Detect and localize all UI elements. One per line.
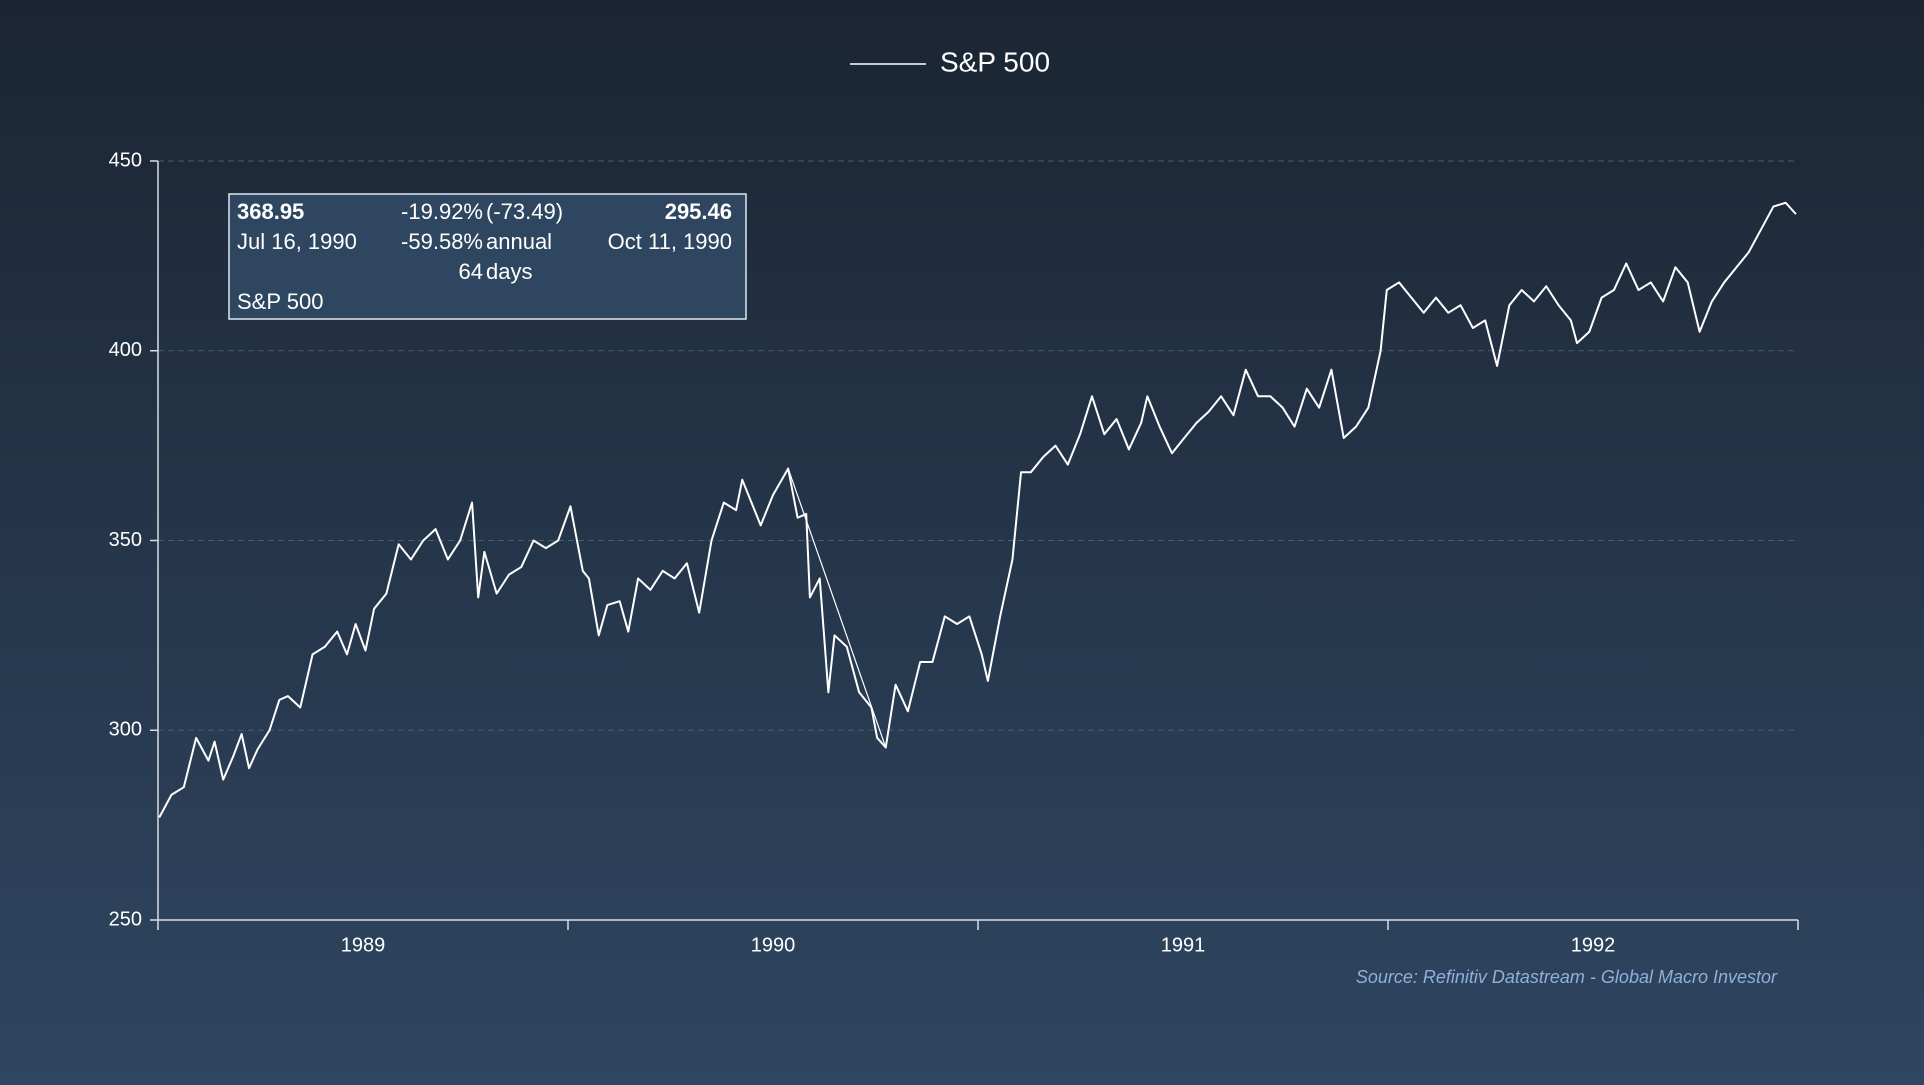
x-tick-label: 1989 — [341, 934, 386, 956]
y-tick-label: 300 — [109, 719, 142, 741]
annotation-text: -59.58% — [401, 229, 483, 254]
annotation-text: 368.95 — [237, 199, 304, 224]
series-line — [158, 201, 1797, 819]
y-tick-label: 250 — [109, 908, 142, 930]
annotation-text: annual — [486, 229, 552, 254]
annotation-text: (-73.49) — [486, 199, 563, 224]
y-tick-label: 350 — [109, 529, 142, 551]
y-tick-label: 450 — [109, 149, 142, 171]
annotation-text: Jul 16, 1990 — [237, 229, 357, 254]
annotation-text: 64 — [459, 259, 483, 284]
annotation-text: S&P 500 — [237, 289, 323, 314]
x-tick-label: 1992 — [1571, 934, 1616, 956]
x-tick-label: 1990 — [751, 934, 796, 956]
legend: S&P 500 — [850, 46, 1050, 77]
annotation-text: 295.46 — [665, 199, 732, 224]
annotation-box: 368.95 -19.92% (-73.49) 295.46 Jul 16, 1990 -… — [228, 193, 747, 320]
x-tick-label: 1991 — [1161, 934, 1206, 956]
source: Source: Refinitiv Datastream - Global Ma… — [1356, 967, 1778, 987]
legend-label: S&P 500 — [940, 46, 1050, 77]
annotation-text: -19.92% — [401, 199, 483, 224]
y-tick-label: 400 — [109, 339, 142, 361]
annotation-text: days — [486, 259, 532, 284]
drawdown-line — [787, 468, 887, 748]
annotation-text: Oct 11, 1990 — [608, 229, 732, 254]
annotation-frame — [228, 193, 747, 320]
